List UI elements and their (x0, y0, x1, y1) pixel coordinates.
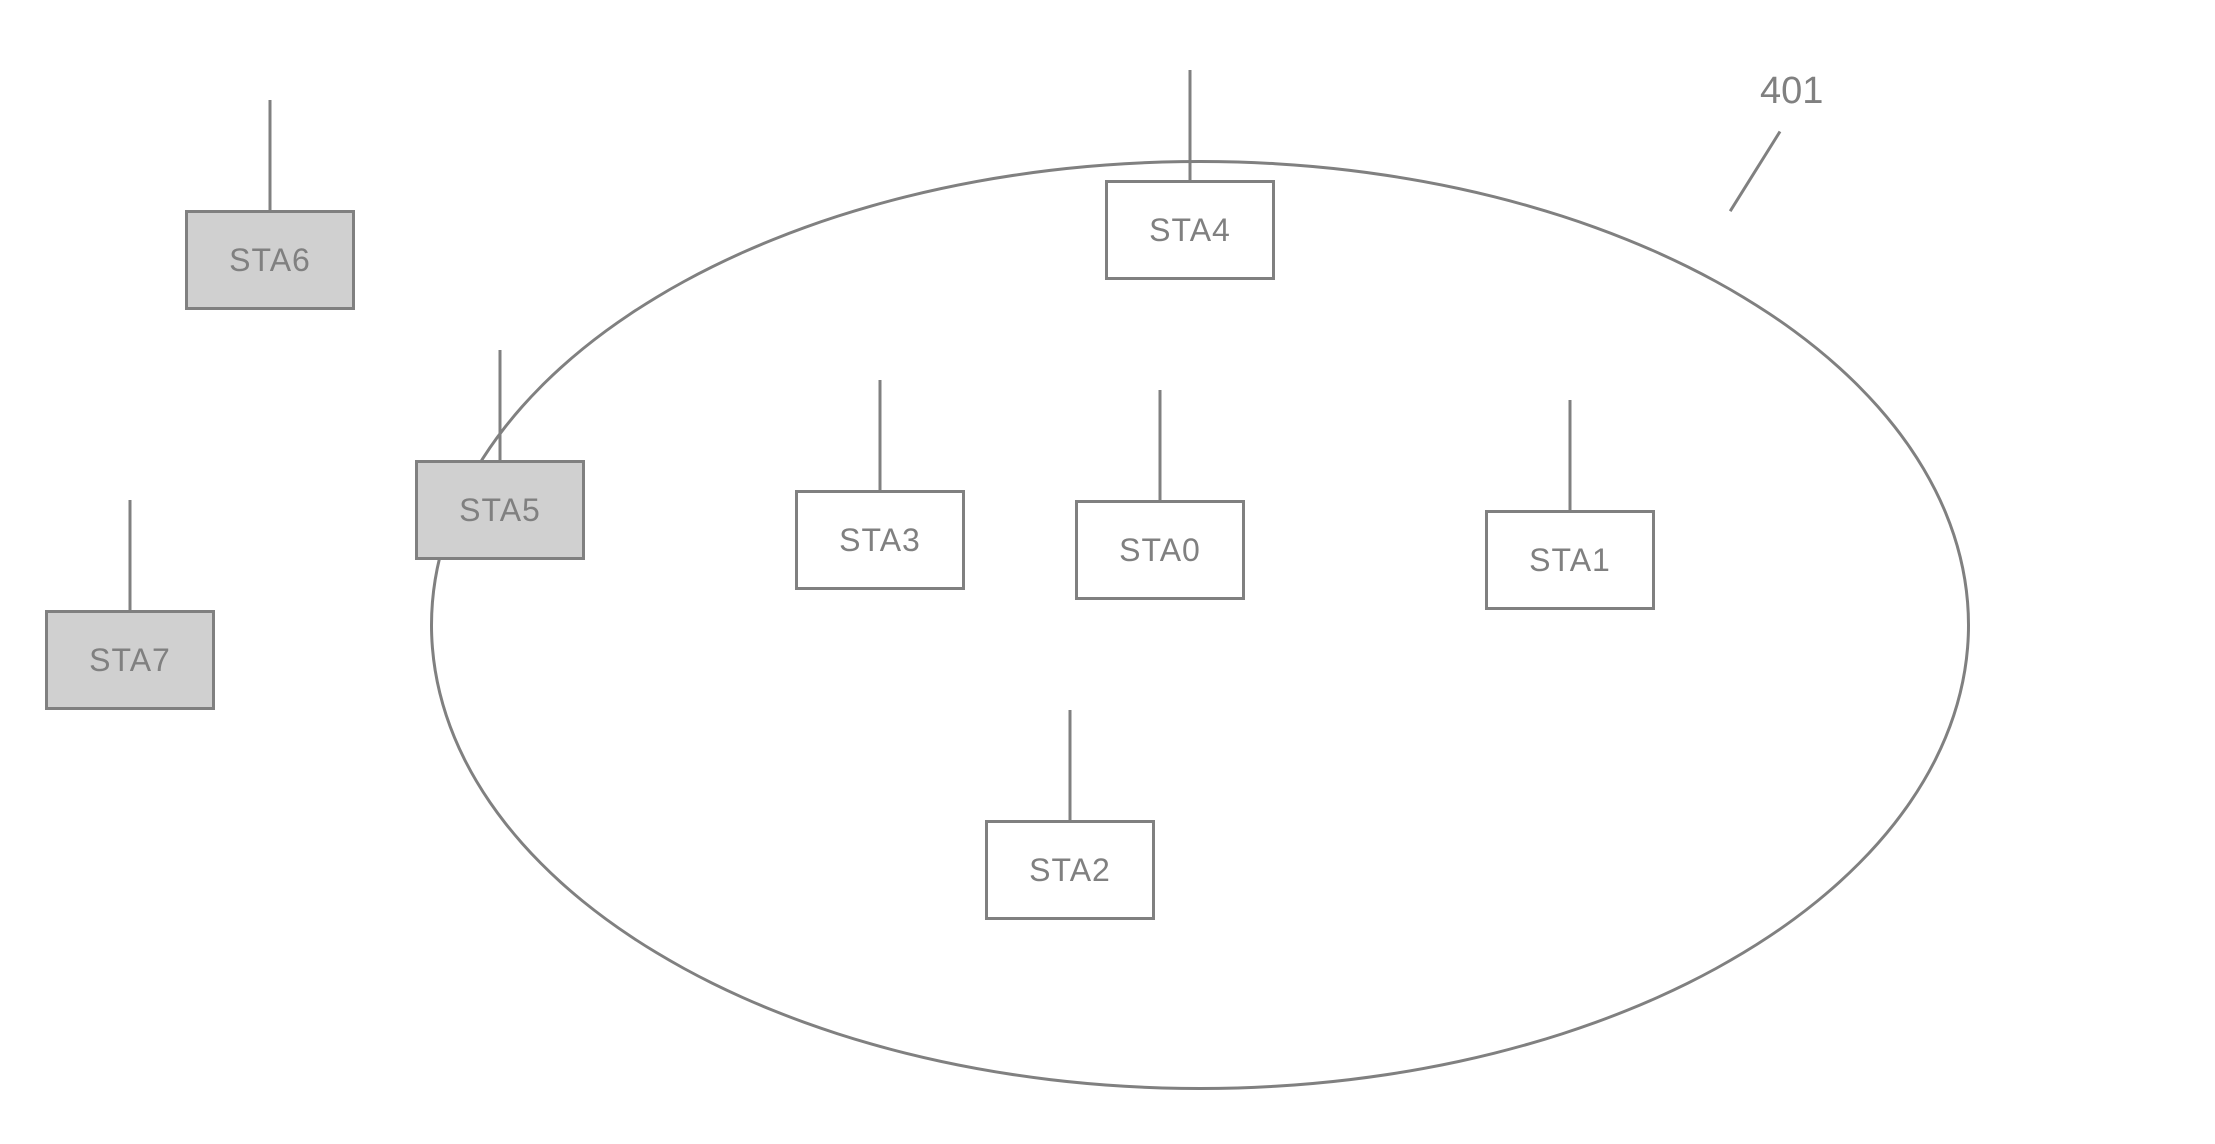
station-label: STA7 (89, 642, 171, 679)
station-label: STA5 (459, 492, 541, 529)
antenna-icon (879, 380, 882, 490)
station-node: STA1 (1485, 400, 1655, 610)
station-box: STA3 (795, 490, 965, 590)
station-box: STA6 (185, 210, 355, 310)
ellipse-callout-label: 401 (1760, 70, 1823, 113)
antenna-icon (1159, 390, 1162, 500)
station-node: STA0 (1075, 390, 1245, 600)
station-box: STA5 (415, 460, 585, 560)
station-node: STA2 (985, 710, 1155, 920)
station-node: STA4 (1105, 70, 1275, 280)
station-node: STA5 (415, 350, 585, 560)
station-label: STA4 (1149, 212, 1231, 249)
ellipse-callout-line (1729, 131, 1782, 213)
station-box: STA1 (1485, 510, 1655, 610)
station-box: STA2 (985, 820, 1155, 920)
station-label: STA3 (839, 522, 921, 559)
station-label: STA1 (1529, 542, 1611, 579)
station-label: STA0 (1119, 532, 1201, 569)
coverage-ellipse (430, 160, 1970, 1090)
station-node: STA6 (185, 100, 355, 310)
station-box: STA0 (1075, 500, 1245, 600)
antenna-icon (129, 500, 132, 610)
station-node: STA7 (45, 500, 215, 710)
antenna-icon (1189, 70, 1192, 180)
antenna-icon (499, 350, 502, 460)
antenna-icon (269, 100, 272, 210)
diagram-canvas: 401 STA6 STA7 STA5 STA4 STA3 STA0 STA1 STA2 (0, 0, 2215, 1144)
antenna-icon (1569, 400, 1572, 510)
station-box: STA7 (45, 610, 215, 710)
station-label: STA2 (1029, 852, 1111, 889)
station-label: STA6 (229, 242, 311, 279)
station-box: STA4 (1105, 180, 1275, 280)
station-node: STA3 (795, 380, 965, 590)
antenna-icon (1069, 710, 1072, 820)
